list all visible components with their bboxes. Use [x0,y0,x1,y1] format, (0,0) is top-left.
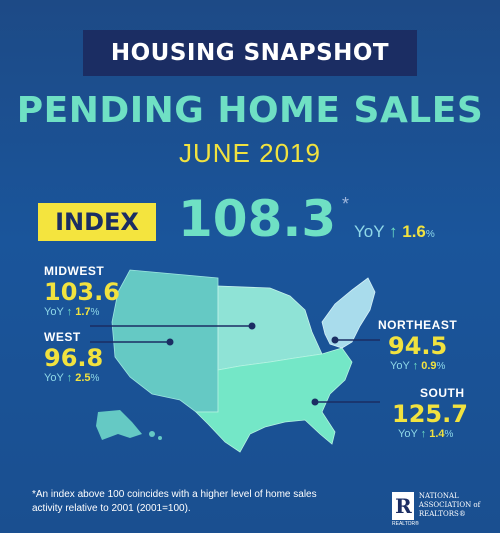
percent-sign: % [436,361,446,372]
logo-text: NATIONAL ASSOCIATION of REALTORS® [419,492,480,519]
hawaii-island [158,436,162,440]
logo-small-text: REALTOR® [392,521,419,527]
south-region [195,347,353,453]
percent-sign: % [90,307,100,318]
region-name: SOUTH [420,386,465,400]
up-arrow-icon: ↑ [66,372,73,384]
nar-logo: R REALTOR® NATIONAL ASSOCIATION of REALT… [392,492,480,527]
region-value: 94.5 [388,332,448,360]
region-name: WEST [44,330,81,344]
region-yoy: YoY ↑ 1.4% [392,428,468,440]
page-title: PENDING HOME SALES [16,90,484,131]
realtor-r-icon: R [392,492,415,520]
alaska [96,410,142,440]
up-arrow-icon: ↑ [412,360,419,372]
yoy-label: YoY [398,428,418,440]
region-name: NORTHEAST [378,318,458,332]
south-dot [311,398,319,406]
yoy-label: YoY [44,372,64,384]
region-south: SOUTH 125.7 YoY ↑ 1.4% [392,386,468,440]
yoy-change: 1.4 [429,428,445,440]
yoy-change: 0.9 [421,360,437,372]
northeast-region [321,277,376,349]
west-region [111,269,219,413]
up-arrow-icon: ↑ [389,222,398,241]
northeast-dot [331,336,339,344]
up-arrow-icon: ↑ [66,306,73,318]
west-dot [166,338,174,346]
logo-line3: REALTORS® [418,510,466,518]
hawaii [149,431,155,437]
region-value: 125.7 [392,400,468,428]
yoy-label: YoY [390,360,410,372]
region-value: 96.8 [44,344,104,372]
region-yoy: YoY ↑ 1.7% [44,306,120,318]
yoy-change: 2.5 [75,372,91,384]
us-regions-map [90,269,380,453]
region-northeast: NORTHEAST 94.5 YoY ↑ 0.9% [378,318,457,372]
midwest-dot [248,322,256,330]
realtor-mark: R REALTOR® [392,492,419,527]
footnote: *An index above 100 coincides with a hig… [32,489,317,514]
logo-line2: ASSOCIATION of [418,501,481,509]
percent-sign: % [90,373,100,384]
footnote-marker: * [342,194,350,214]
region-yoy: YoY ↑ 0.9% [378,360,457,372]
region-west: WEST 96.8 YoY ↑ 2.5% [44,330,103,384]
yoy-label: YoY [44,306,64,318]
index-yoy: YoY ↑ 1.6% [354,222,435,242]
index-value: 108.3 [178,190,337,248]
index-label: INDEX [38,203,156,241]
region-yoy: YoY ↑ 2.5% [44,372,103,384]
up-arrow-icon: ↑ [420,428,427,440]
yoy-change: 1.6 [402,222,426,241]
region-value: 103.6 [44,278,120,306]
yoy-label: YoY [354,222,385,241]
region-name: MIDWEST [44,264,105,278]
yoy-change: 1.7 [75,306,91,318]
percent-sign: % [425,229,435,240]
region-midwest: MIDWEST 103.6 YoY ↑ 1.7% [44,264,120,318]
logo-line1: NATIONAL [418,492,459,500]
banner: HOUSING SNAPSHOT [83,30,417,76]
percent-sign: % [444,429,454,440]
month-label: JUNE 2019 [179,138,321,168]
